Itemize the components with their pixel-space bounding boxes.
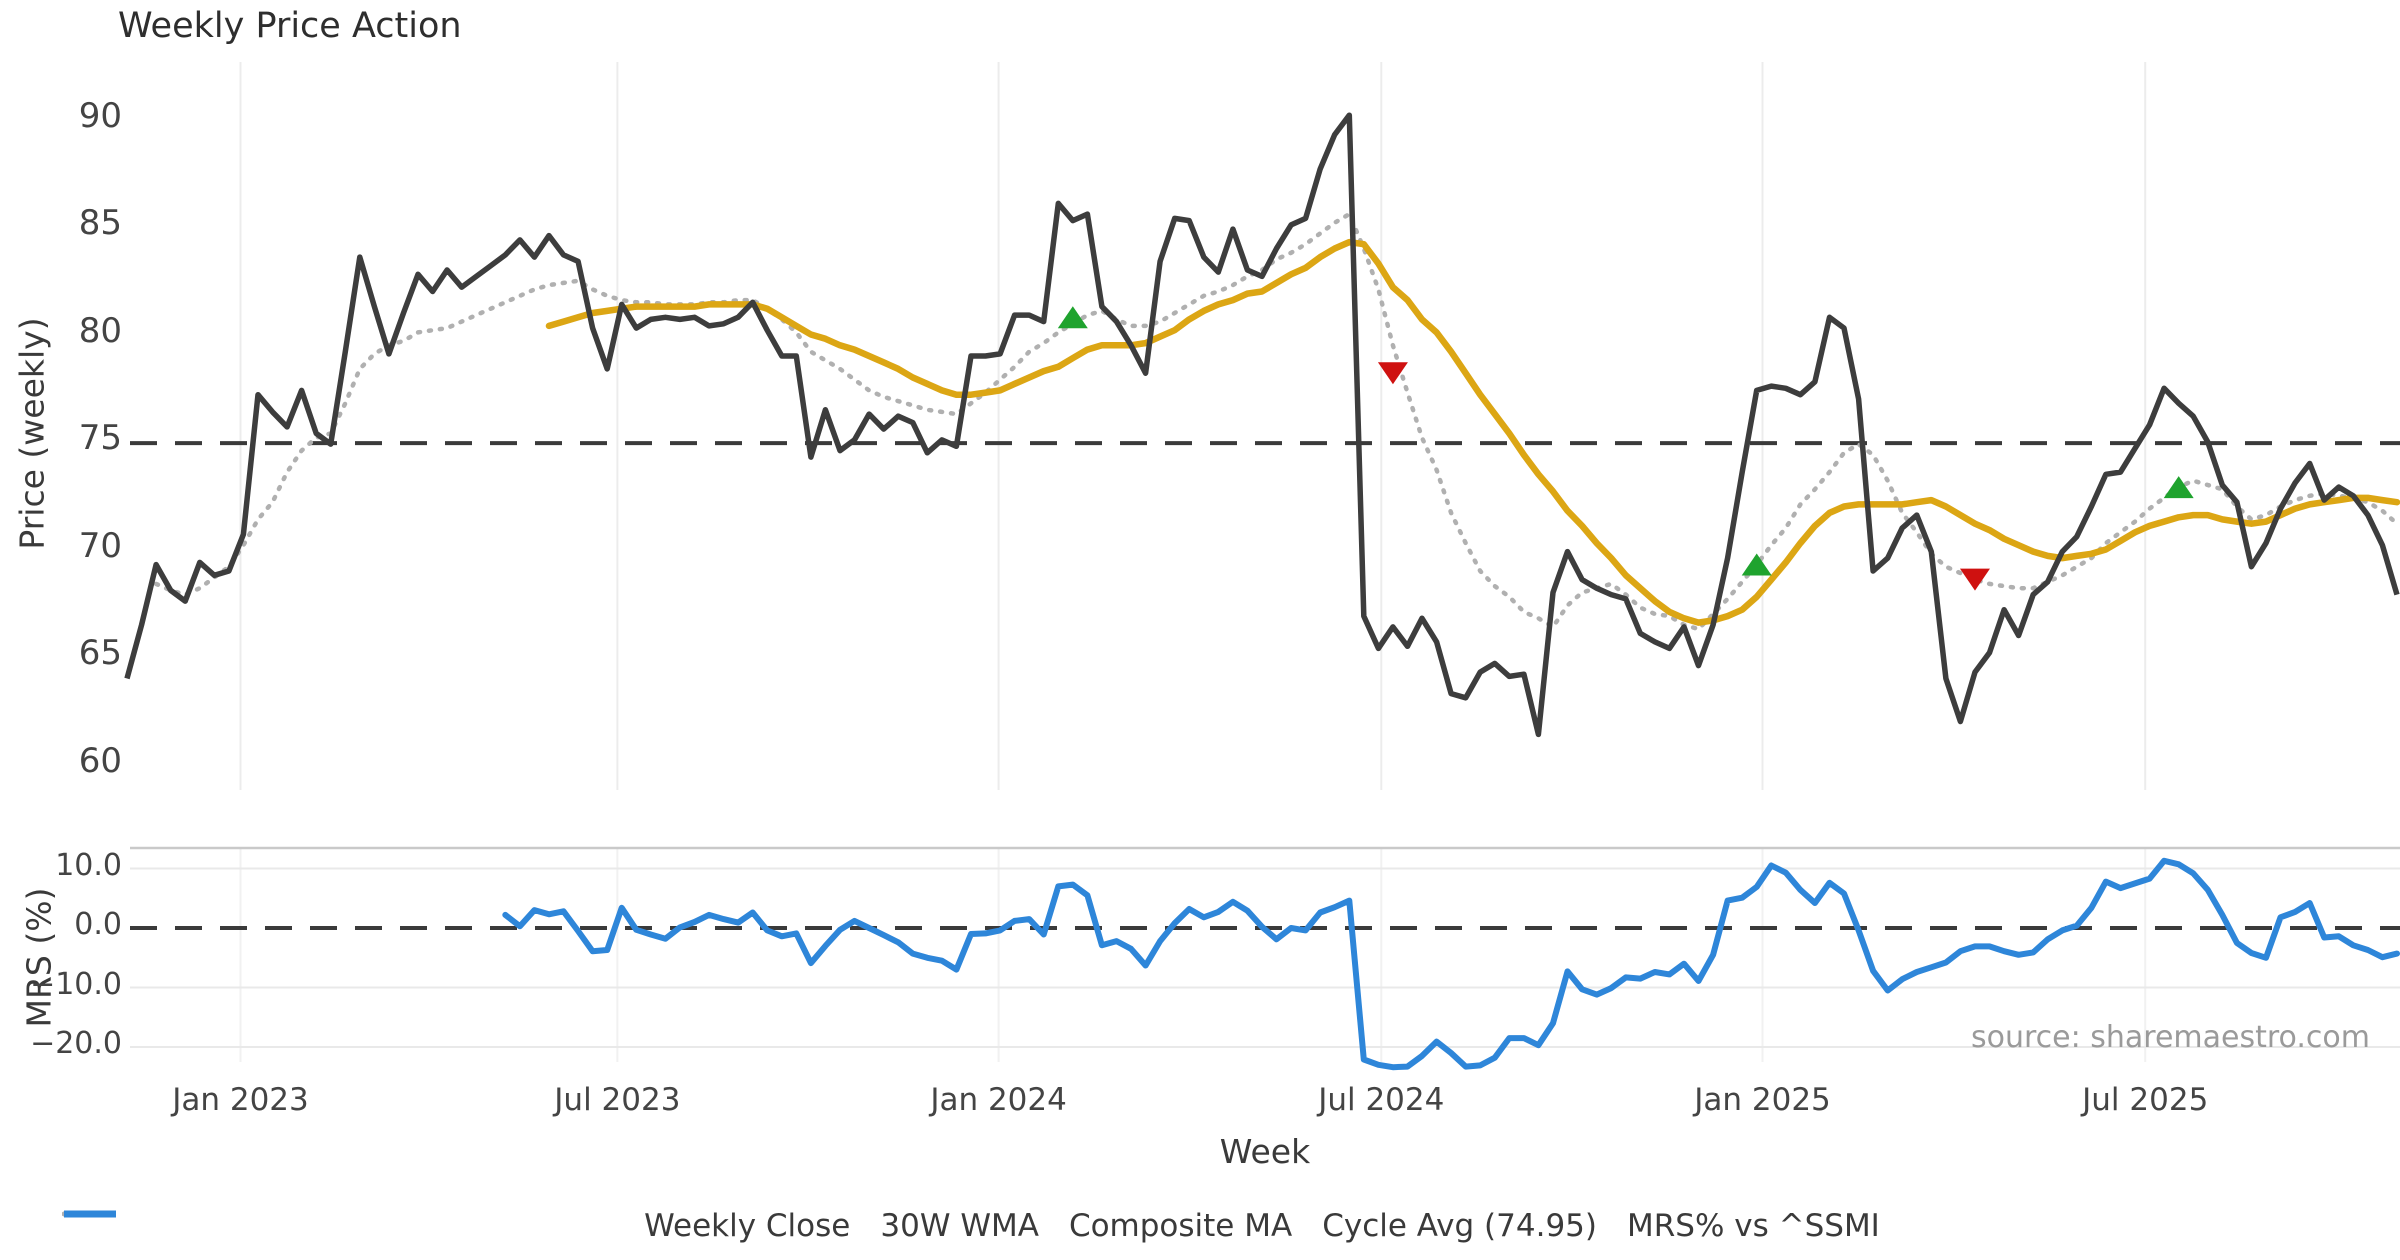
buy-signal-marker	[1741, 553, 1772, 576]
legend: Weekly Close 30W WMA Composite MA Cycle …	[62, 1208, 2400, 1244]
legend-item: Composite MA	[62, 1208, 1293, 1244]
buy-signal-marker	[2163, 476, 2194, 499]
price-tick-label: 85	[78, 203, 122, 243]
price-tick-label: 60	[78, 740, 122, 781]
x-tick-label: Jul 2024	[1318, 1082, 1445, 1118]
x-tick-label: Jan 2023	[172, 1082, 309, 1118]
price-tick-label: 70	[78, 525, 122, 566]
x-tick-label: Jan 2025	[1694, 1082, 1831, 1118]
mrs-tick-label: −20.0	[30, 1026, 122, 1061]
mrs-tick-label: 10.0	[55, 847, 122, 883]
x-tick-label: Jan 2024	[930, 1082, 1067, 1118]
buy-signal-marker	[1057, 306, 1088, 329]
price-tick-label: 75	[78, 418, 122, 458]
legend-label: Cycle Avg (74.95)	[1322, 1208, 1597, 1244]
source-note: source: sharemaestro.com	[1971, 1020, 2370, 1055]
legend-item: MRS% vs ^SSMI	[64, 1208, 1880, 1244]
legend-item: Cycle Avg (74.95)	[64, 1208, 1597, 1244]
legend-swatch-icon	[64, 1210, 116, 1218]
series-weekly-close	[124, 112, 2400, 738]
series-30w-wma	[545, 238, 2400, 626]
legend-label: MRS% vs ^SSMI	[1626, 1208, 1880, 1244]
series-composite-ma	[153, 211, 2400, 632]
legend-label: 30W WMA	[880, 1208, 1039, 1244]
legend-label: Weekly Close	[644, 1208, 851, 1244]
x-tick-label: Jul 2025	[2082, 1082, 2209, 1118]
mrs-tick-label: 0.0	[74, 907, 122, 942]
x-axis-label: Week	[1219, 1132, 1311, 1171]
price-tick-label: 65	[78, 633, 122, 673]
x-tick-label: Jul 2023	[554, 1082, 681, 1118]
legend-label: Composite MA	[1068, 1208, 1293, 1244]
legend-item: 30W WMA	[64, 1208, 1039, 1244]
chart-title: Weekly Price Action	[118, 6, 462, 46]
series-mrs	[502, 857, 2400, 1071]
price-tick-label: 90	[78, 95, 122, 136]
sell-signal-marker	[1377, 362, 1408, 385]
sell-signal-marker	[1959, 568, 1990, 591]
price-tick-label: 80	[78, 310, 122, 351]
mrs-tick-label: −10.0	[30, 966, 122, 1002]
legend-item: Weekly Close	[64, 1208, 851, 1244]
